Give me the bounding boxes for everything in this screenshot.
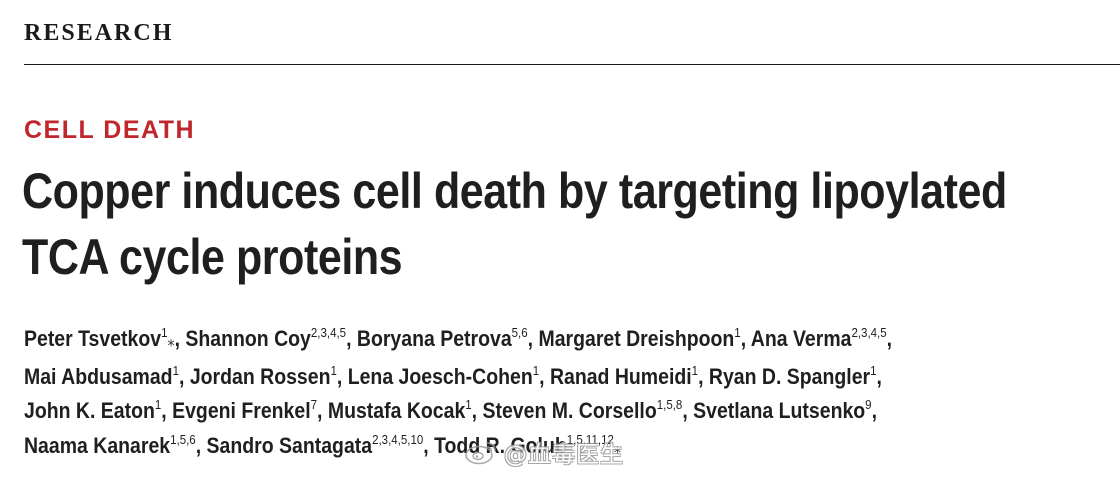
author-affiliation: 1,5,11,12 <box>566 431 614 447</box>
author: Svetlana Lutsenko9, <box>693 398 877 423</box>
author-name: Mai Abdusamad <box>24 363 173 389</box>
author-affiliation: 2,3,4,5,10 <box>372 431 424 447</box>
author-separator: , <box>471 398 483 423</box>
author-separator: , <box>161 398 173 423</box>
author: Shannon Coy2,3,4,5, <box>185 326 356 351</box>
author: Ana Verma2,3,4,5, <box>751 326 892 351</box>
author-name: Mustafa Kocak <box>327 398 466 423</box>
author-separator: , <box>682 398 694 423</box>
author-affiliation: 1 <box>734 325 741 340</box>
weibo-logo-icon <box>465 442 496 465</box>
author: Todd R. Golub1,5,11,12⁎ <box>434 433 621 458</box>
author-name: Sandro Santagata <box>206 432 373 458</box>
author-name: Ryan D. Spangler <box>708 363 871 389</box>
author-name: Margaret Dreishpoon <box>538 326 735 351</box>
author: Jordan Rossen1, <box>190 364 348 389</box>
article-title-line: Copper induces cell death by targeting l… <box>22 163 1007 219</box>
author-affiliation: 2,3,4,5 <box>310 325 347 340</box>
author: Boryana Petrova5,6, <box>357 326 539 351</box>
author-name: Ana Verma <box>750 326 852 351</box>
author: Ryan D. Spangler1, <box>709 364 882 389</box>
author-separator: , <box>539 363 550 389</box>
author-separator: , <box>527 326 539 351</box>
author-affiliation: 1 <box>465 397 472 412</box>
author-name: Jordan Rossen <box>189 363 331 389</box>
author-affiliation: 7 <box>310 397 318 412</box>
author-affiliation: 1 <box>161 325 168 340</box>
author-affiliation: 1 <box>154 397 162 412</box>
author-separator: , <box>740 326 751 351</box>
author: Mustafa Kocak1, <box>328 398 483 423</box>
author-list: Peter Tsvetkov1⁎, Shannon Coy2,3,4,5, Bo… <box>24 322 1113 466</box>
author-affiliation: 9 <box>865 397 872 412</box>
author-affiliation: 5,6 <box>511 325 528 340</box>
author-separator: , <box>178 363 190 389</box>
author-line: John K. Eaton1, Evgeni Frenkel7, Mustafa… <box>24 394 1113 429</box>
author-name: Peter Tsvetkov <box>24 326 162 351</box>
watermark-text: @血毒医生 <box>504 442 624 468</box>
watermark: @血毒医生 <box>464 432 624 472</box>
author: Evgeni Frenkel7, <box>172 398 328 423</box>
author-separator: , <box>871 398 878 423</box>
author-affiliation: 1 <box>532 362 540 378</box>
author-affiliation: 1,5,8 <box>656 397 683 412</box>
author: Peter Tsvetkov1⁎, <box>24 326 185 351</box>
author-separator: , <box>346 326 357 351</box>
author-affiliation: 2,3,4,5 <box>851 325 887 340</box>
author: John K. Eaton1, <box>24 398 172 423</box>
author-affiliation: 1 <box>870 362 877 378</box>
author: Sandro Santagata2,3,4,5,10, <box>207 433 435 458</box>
author-separator: , <box>698 363 709 389</box>
author: Naama Kanarek1,5,6, <box>24 433 207 458</box>
author-name: Evgeni Frenkel <box>172 398 311 423</box>
author: Lena Joesch-Cohen1, <box>348 364 550 389</box>
author-line: Peter Tsvetkov1⁎, Shannon Coy2,3,4,5, Bo… <box>24 322 1113 360</box>
author-name: John K. Eaton <box>24 398 155 423</box>
author-affiliation: 1,5,6 <box>170 431 196 447</box>
article-category: CELL DEATH <box>24 116 196 144</box>
author-line: Naama Kanarek1,5,6, Sandro Santagata2,3,… <box>24 429 1113 467</box>
author-name: Naama Kanarek <box>24 432 171 458</box>
article-title: Copper induces cell death by targeting l… <box>22 158 1106 290</box>
author-separator: , <box>195 432 207 458</box>
author-separator: , <box>336 363 348 389</box>
section-label: RESEARCH <box>24 20 174 46</box>
corresponding-author-star: ⁎ <box>167 333 175 350</box>
author-name: Boryana Petrova <box>356 326 512 351</box>
header-rule <box>24 64 1120 65</box>
article-title-line: TCA cycle proteins <box>22 229 403 285</box>
author-name: Shannon Coy <box>185 326 311 351</box>
author-affiliation: 1 <box>172 362 179 378</box>
author-name: Lena Joesch-Cohen <box>347 363 533 389</box>
author-name: Steven M. Corsello <box>482 398 657 423</box>
author-separator: , <box>174 326 186 351</box>
author-line: Mai Abdusamad1, Jordan Rossen1, Lena Joe… <box>24 360 1113 395</box>
author-separator: , <box>317 398 328 423</box>
author-separator: , <box>423 432 435 458</box>
author: Steven M. Corsello1,5,8, <box>483 398 694 423</box>
author-affiliation: 1 <box>691 362 699 378</box>
author-separator: , <box>886 326 893 351</box>
author: Margaret Dreishpoon1, <box>538 326 750 351</box>
author-name: Ranad Humeidi <box>549 363 692 389</box>
corresponding-author-star: ⁎ <box>613 439 621 457</box>
author: Ranad Humeidi1, <box>550 364 709 389</box>
author: Mai Abdusamad1, <box>24 364 190 389</box>
author-name: Todd R. Golub <box>434 432 567 458</box>
author-affiliation: 1 <box>330 362 337 378</box>
author-separator: , <box>876 363 882 389</box>
author-name: Svetlana Lutsenko <box>693 398 866 423</box>
